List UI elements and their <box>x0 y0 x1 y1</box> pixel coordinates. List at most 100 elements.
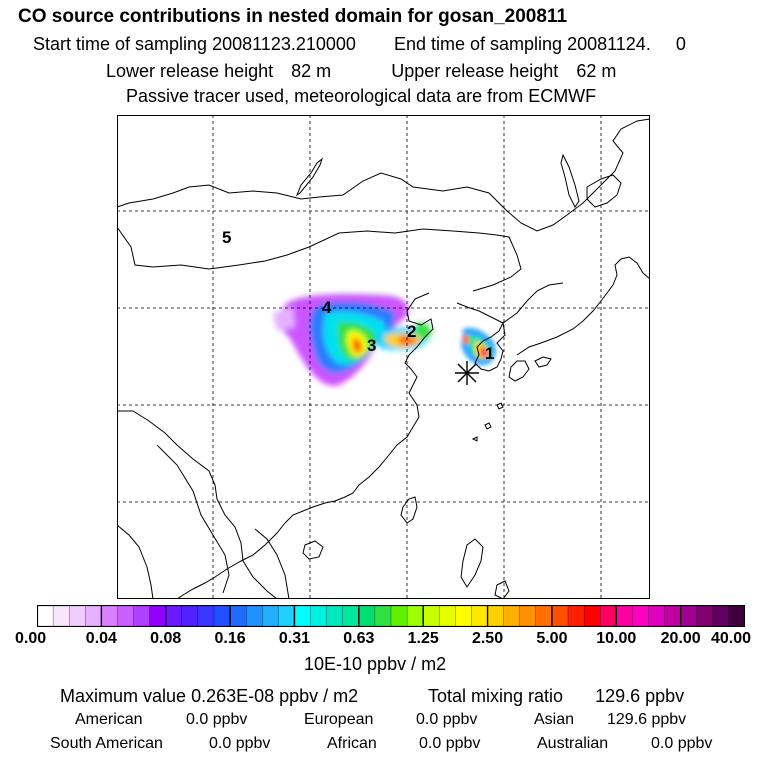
max-value-label: Maximum value <box>60 686 187 706</box>
total-mixing-line: Total mixing ratio 129.6 ppbv <box>428 686 684 707</box>
colorbar-tick-label: 0.31 <box>278 630 311 647</box>
colorbar-cell <box>52 605 70 627</box>
colorbar-cell <box>246 605 263 627</box>
region-african-name: African <box>327 735 377 752</box>
colorbar-cell <box>648 605 666 627</box>
lake-baikal <box>295 157 324 197</box>
colorbar-cell <box>600 605 617 627</box>
colorbar-cell <box>664 605 682 627</box>
start-time-value: 20081123.210000 <box>212 34 356 54</box>
colorbar-cell <box>69 605 86 627</box>
max-value: 0.263E-08 ppbv / m2 <box>191 686 359 706</box>
lat-lon-grid <box>117 115 650 599</box>
colorbar-cell <box>262 605 280 627</box>
colorbar <box>37 605 745 627</box>
release-heights: Lower release height 82 m Upper release … <box>106 61 616 82</box>
ryukyu-islands <box>471 402 504 442</box>
colorbar-tick-label: 0.08 <box>150 630 182 647</box>
colorbar-cell <box>326 605 344 627</box>
colorbar-cell <box>294 605 312 627</box>
max-value-line: Maximum value 0.263E-08 ppbv / m2 <box>60 686 358 707</box>
concentration-plume <box>273 293 496 386</box>
colorbar-tick-label: 20.00 <box>660 630 701 647</box>
philippines <box>460 538 484 588</box>
colorbar-cell <box>181 605 199 627</box>
region-asian-name: Asian <box>534 711 575 728</box>
colorbar-cell <box>535 605 553 627</box>
japan-kyushu <box>508 360 530 382</box>
sampling-times: Start time of sampling 20081123.210000 E… <box>33 34 686 55</box>
colorbar-cell <box>85 605 103 627</box>
region-european-value: 0.0 ppbv <box>416 711 478 728</box>
southwest-border <box>117 410 278 599</box>
colorbar-cell <box>632 605 650 627</box>
colorbar-cell <box>101 605 119 627</box>
region-american-value: 0.0 ppbv <box>186 711 248 728</box>
japan-shikoku <box>534 356 552 368</box>
colorbar-cell <box>342 605 360 627</box>
colorbar-cell <box>696 605 714 627</box>
myanmar-border <box>156 444 230 594</box>
colorbar-frame <box>37 605 745 627</box>
region-asian-value: 129.6 ppbv <box>607 711 687 728</box>
colorbar-cell <box>229 605 247 627</box>
region-australian-value: 0.0 ppbv <box>651 735 713 752</box>
region-african-value: 0.0 ppbv <box>419 735 481 752</box>
colorbar-cell <box>455 605 473 627</box>
colorbar-cell <box>728 605 745 627</box>
lower-release-label: Lower release height <box>106 61 274 81</box>
colorbar-tick-label: 0.00 <box>15 630 47 647</box>
philippines-south <box>494 580 510 599</box>
colorbar-cell <box>487 605 505 627</box>
colorbar-cell <box>117 605 135 627</box>
japan-honshu <box>516 256 650 356</box>
region-label-3: 3 <box>367 336 376 355</box>
upper-release-value: 62 m <box>576 61 617 81</box>
map-frame <box>117 115 650 599</box>
colorbar-cell <box>680 605 698 627</box>
colorbar-cell <box>712 605 730 627</box>
northern-border <box>117 118 650 232</box>
colorbar-cell <box>278 605 296 627</box>
colorbar-cell <box>423 605 440 627</box>
colorbar-cell <box>567 605 585 627</box>
total-mixing-value: 129.6 ppbv <box>595 686 685 706</box>
taiwan <box>400 496 418 524</box>
colorbar-cell <box>374 605 392 627</box>
colorbar-cell <box>310 605 328 627</box>
colorbar-tick-label: 40.00 <box>711 630 752 647</box>
colorbar-cell <box>503 605 521 627</box>
colorbar-cell <box>406 605 424 627</box>
colorbar-cell <box>197 605 215 627</box>
region-south-american-value: 0.0 ppbv <box>209 735 271 752</box>
region-label-5: 5 <box>222 228 231 247</box>
vietnam-border <box>254 528 290 599</box>
india-border <box>117 524 154 599</box>
colorbar-cell <box>439 605 457 627</box>
japan-hokkaido <box>586 174 622 208</box>
korean-peninsula <box>474 321 506 372</box>
colorbar-cell <box>37 605 54 627</box>
colorbar-cell <box>358 605 376 627</box>
colorbar-tick-label: 5.00 <box>536 630 568 647</box>
colorbar-tick-label: 0.16 <box>214 630 246 647</box>
start-time-label: Start time of sampling <box>33 34 208 54</box>
region-label-2: 2 <box>407 322 416 341</box>
colorbar-cell <box>149 605 167 627</box>
colorbar-cell <box>583 605 601 627</box>
colorbar-tick-label: 10.00 <box>596 630 637 647</box>
mongolia-border <box>117 226 522 292</box>
colorbar-cell <box>551 605 569 627</box>
colorbar-cell <box>390 605 408 627</box>
map-background <box>117 115 650 599</box>
colorbar-cell <box>213 605 231 627</box>
region-south-american-name: South American <box>50 735 163 752</box>
colorbar-cell <box>616 605 634 627</box>
total-mixing-label: Total mixing ratio <box>428 686 564 706</box>
colorbar-cell <box>519 605 537 627</box>
map-title: CO source contributions in nested domain… <box>18 6 568 27</box>
end-time-value: 20081124. 0 <box>567 34 686 54</box>
region-european-name: European <box>304 711 374 728</box>
region-american-name: American <box>75 711 143 728</box>
asterisk-marker <box>455 361 479 385</box>
